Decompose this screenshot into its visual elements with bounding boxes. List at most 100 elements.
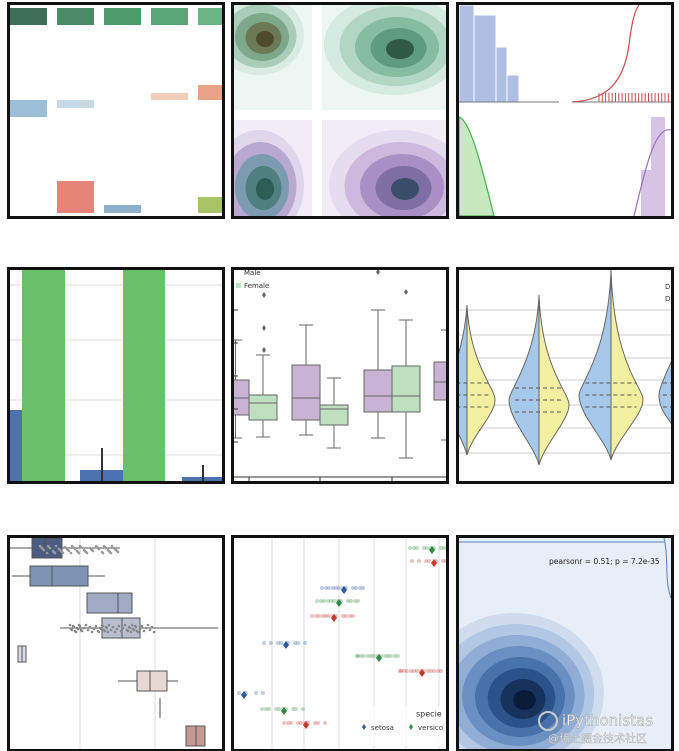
swarm-point	[110, 544, 114, 548]
panel: DD	[456, 267, 674, 484]
strip-point	[260, 707, 264, 711]
box	[31, 538, 63, 559]
panel	[7, 267, 225, 484]
swarm-point	[69, 551, 73, 555]
panel-body	[10, 538, 222, 749]
swarm-point	[67, 549, 71, 553]
strip-point	[415, 669, 419, 673]
violin-half	[538, 294, 570, 466]
swarm-point	[69, 627, 73, 631]
strip-point	[227, 691, 231, 695]
legend-swatch	[236, 283, 241, 288]
outlier	[262, 292, 266, 298]
strip-point	[399, 669, 403, 673]
swarm-point	[61, 551, 65, 555]
strip-point	[303, 641, 307, 645]
strip-point	[254, 691, 258, 695]
strip-point	[355, 654, 359, 658]
strip-point	[274, 707, 278, 711]
mean-marker	[341, 586, 347, 594]
strip-point	[362, 654, 366, 658]
strip-point	[313, 721, 317, 725]
swarm-point	[91, 549, 95, 553]
panel: Male Female	[231, 267, 449, 484]
swarm-point	[79, 545, 83, 549]
strip-point	[410, 559, 414, 563]
violin-half	[578, 270, 612, 461]
legend-label: versico	[418, 724, 443, 732]
panel-background	[459, 270, 671, 481]
legend-marker	[409, 724, 413, 730]
swarm-point	[84, 623, 88, 627]
strip-point	[427, 559, 431, 563]
mean-marker	[336, 599, 342, 607]
strip-point	[327, 614, 331, 618]
swarm-point	[150, 625, 154, 629]
swarm-point	[101, 551, 105, 555]
violin-half	[459, 304, 468, 456]
swarm-point	[123, 623, 127, 627]
bar	[10, 100, 47, 117]
strip-point	[426, 669, 430, 673]
kde-curve	[571, 5, 640, 103]
outlier	[262, 347, 266, 353]
violin-half	[610, 270, 644, 461]
strip-point	[356, 654, 360, 658]
panel-frame	[231, 267, 449, 484]
swarm-point	[79, 628, 83, 632]
strip-point	[405, 669, 409, 673]
swarm-point	[100, 623, 104, 627]
swarm-point	[111, 625, 115, 629]
outlier	[376, 270, 380, 275]
strip-point	[383, 654, 387, 658]
swarm-point	[77, 623, 81, 627]
bar	[198, 85, 222, 100]
swarm-point	[133, 624, 137, 628]
strip-point	[439, 669, 443, 673]
strip-point	[277, 707, 281, 711]
swarm-point	[71, 624, 75, 628]
strip-point	[429, 669, 433, 673]
strip-point	[422, 546, 426, 550]
strip-point	[261, 691, 265, 695]
strip-point	[351, 586, 355, 590]
bar	[10, 8, 47, 25]
swarm-point	[115, 627, 119, 631]
legend-label: setosa	[371, 724, 394, 732]
violin-half	[466, 304, 496, 456]
panel-body: pearsonr = 0.51; p = 7.2e-35	[459, 538, 671, 749]
mean-marker	[281, 707, 287, 715]
bar	[104, 8, 141, 25]
strip-point	[332, 599, 336, 603]
hist-bar	[495, 46, 508, 103]
swarm-point	[104, 625, 108, 629]
swarm-point	[135, 629, 139, 633]
panel-body	[234, 5, 446, 216]
mean-marker	[283, 641, 289, 649]
strip-point	[324, 614, 328, 618]
swarm-point	[130, 623, 134, 627]
strip-point	[386, 654, 390, 658]
strip-point	[334, 586, 338, 590]
strip-point	[331, 586, 335, 590]
strip-point	[449, 546, 453, 550]
swarm-point	[102, 628, 106, 632]
swarm-point	[86, 628, 90, 632]
strip-point	[359, 654, 363, 658]
strip-point	[436, 669, 440, 673]
swarm-point	[82, 626, 86, 630]
legend-label: D	[665, 283, 670, 291]
panel-body	[10, 5, 222, 216]
strip-point	[299, 721, 303, 725]
strip-point	[424, 559, 428, 563]
violin-half	[658, 360, 671, 424]
strip-point	[291, 707, 295, 711]
strip-point	[301, 707, 305, 711]
box	[29, 565, 89, 587]
outlier	[262, 325, 266, 331]
mean-marker	[419, 669, 425, 677]
strip-point	[393, 654, 397, 658]
swarm-point	[148, 628, 152, 632]
swarm-point	[107, 623, 111, 627]
hist-bar	[473, 14, 497, 103]
